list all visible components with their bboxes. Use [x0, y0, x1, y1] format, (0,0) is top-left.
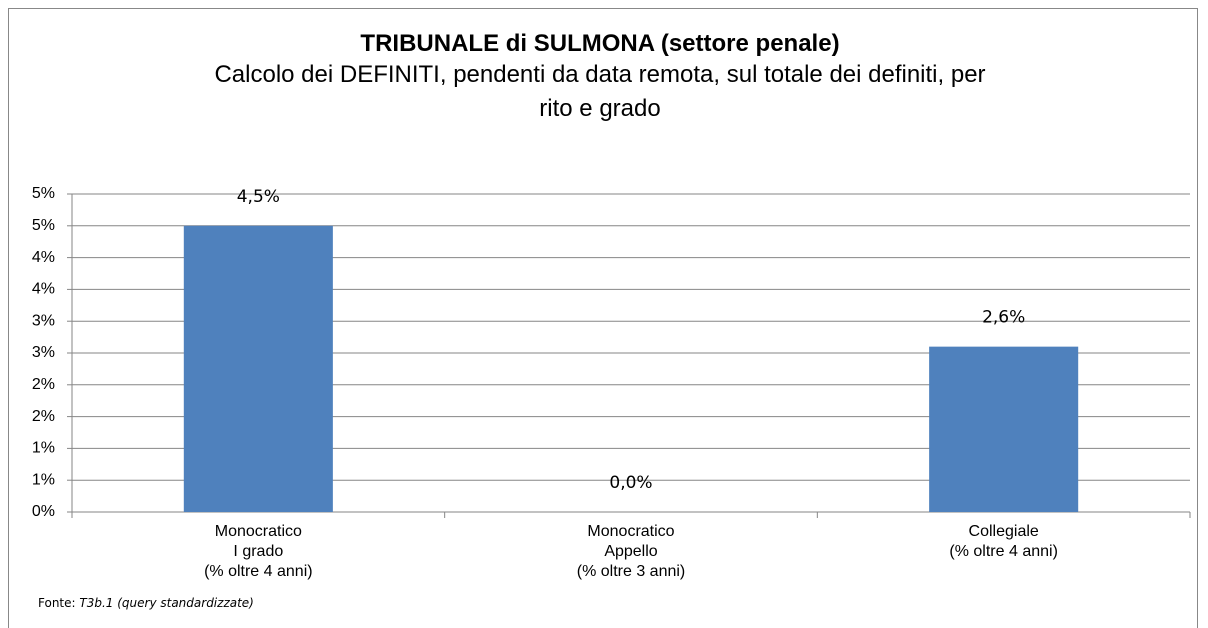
source-note: Fonte: T3b.1 (query standardizzate)	[38, 596, 254, 610]
title-block: TRIBUNALE di SULMONA (settore penale) Ca…	[150, 30, 1050, 126]
y-tick-label: 2%	[32, 376, 55, 393]
source-label: Fonte:	[38, 596, 76, 610]
y-tick-label: 1%	[32, 471, 55, 488]
y-tick-label: 2%	[32, 408, 55, 425]
y-tick-label: 0%	[32, 503, 55, 520]
x-tick-label: Appello	[604, 543, 657, 560]
chart-subtitle: Calcolo dei DEFINITI, pendenti da data r…	[214, 61, 986, 122]
y-tick-label: 5%	[32, 217, 55, 234]
y-tick-label: 1%	[32, 440, 55, 457]
y-tick-label: 3%	[32, 344, 55, 361]
chart-frame	[8, 8, 1198, 628]
chart-title: TRIBUNALE di SULMONA (settore penale)	[360, 30, 840, 57]
x-tick-label: Monocratico	[215, 523, 302, 540]
y-tick-label: 5%	[32, 185, 55, 202]
y-tick-label: 4%	[32, 249, 55, 266]
data-label: 2,6%	[982, 308, 1025, 328]
x-tick-label: Collegiale	[969, 523, 1039, 540]
x-tick-label: Monocratico	[587, 523, 674, 540]
y-tick-label: 3%	[32, 312, 55, 329]
source-text: T3b.1 (query standardizzate)	[79, 596, 254, 610]
x-tick-label: I grado	[233, 543, 283, 560]
bar	[929, 346, 1079, 512]
data-label: 0,0%	[609, 473, 652, 493]
y-tick-label: 4%	[32, 281, 55, 298]
x-tick-label: (% oltre 3 anni)	[577, 563, 686, 580]
x-tick-label: (% oltre 4 anni)	[949, 543, 1058, 560]
data-label: 4,5%	[237, 187, 280, 207]
bar	[183, 225, 333, 513]
x-tick-label: (% oltre 4 anni)	[204, 563, 313, 580]
